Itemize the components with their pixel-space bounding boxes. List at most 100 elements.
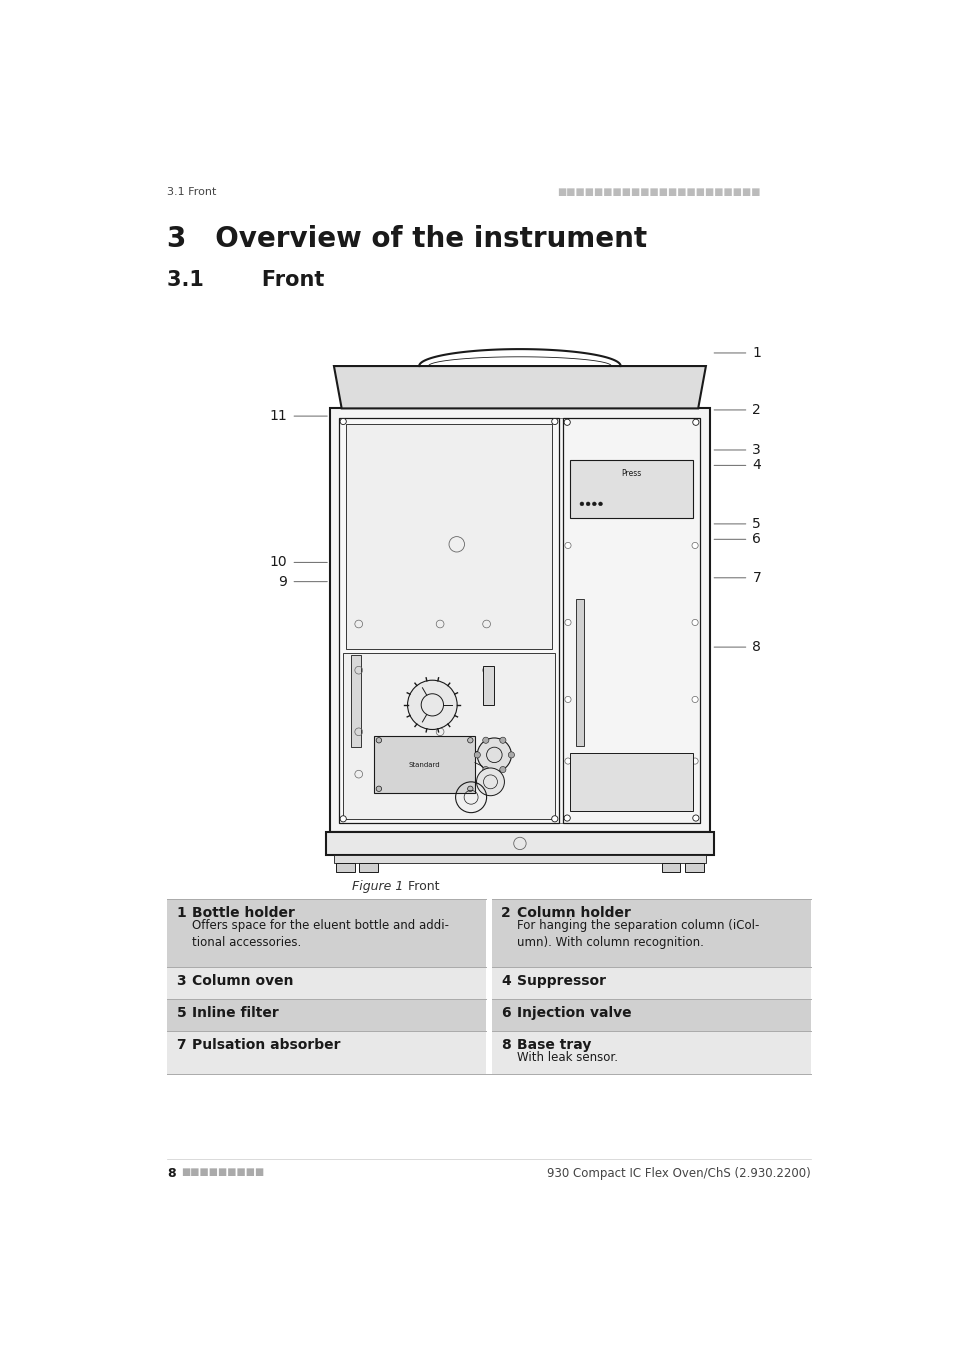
FancyBboxPatch shape xyxy=(326,832,713,855)
Text: 5: 5 xyxy=(176,1006,186,1019)
Circle shape xyxy=(407,680,456,729)
Circle shape xyxy=(691,543,698,548)
Circle shape xyxy=(564,620,571,625)
Text: Column oven: Column oven xyxy=(192,973,294,988)
FancyBboxPatch shape xyxy=(330,409,709,832)
FancyBboxPatch shape xyxy=(167,999,485,1031)
Circle shape xyxy=(691,757,698,764)
Circle shape xyxy=(499,767,505,772)
FancyBboxPatch shape xyxy=(343,653,555,819)
Text: ■■■■■■■■■■■■■■■■■■■■■■: ■■■■■■■■■■■■■■■■■■■■■■ xyxy=(557,186,760,197)
Circle shape xyxy=(551,815,558,822)
Text: 3: 3 xyxy=(176,973,186,988)
Circle shape xyxy=(499,737,505,744)
FancyBboxPatch shape xyxy=(334,855,705,863)
Text: 2: 2 xyxy=(752,402,760,417)
Text: 8: 8 xyxy=(752,640,760,655)
Text: 3.1 Front: 3.1 Front xyxy=(167,186,216,197)
FancyBboxPatch shape xyxy=(359,863,377,872)
FancyBboxPatch shape xyxy=(492,999,810,1031)
Circle shape xyxy=(564,757,571,764)
Text: 11: 11 xyxy=(270,409,287,423)
Text: Pulsation absorber: Pulsation absorber xyxy=(192,1038,340,1052)
Text: For hanging the separation column (iCol-
umn). With column recognition.: For hanging the separation column (iCol-… xyxy=(517,919,759,949)
FancyBboxPatch shape xyxy=(684,863,703,872)
Text: 930 Compact IC Flex Oven/ChS (2.930.2200): 930 Compact IC Flex Oven/ChS (2.930.2200… xyxy=(546,1166,810,1180)
FancyBboxPatch shape xyxy=(492,1031,810,1073)
Circle shape xyxy=(476,768,504,795)
FancyBboxPatch shape xyxy=(335,863,355,872)
FancyBboxPatch shape xyxy=(339,417,558,822)
Circle shape xyxy=(476,738,511,772)
Text: Figure 1: Figure 1 xyxy=(352,880,403,892)
Circle shape xyxy=(508,752,514,757)
Text: Standard: Standard xyxy=(408,761,440,768)
Text: Injection valve: Injection valve xyxy=(517,1006,631,1019)
Text: Column holder: Column holder xyxy=(517,906,630,919)
Text: 6: 6 xyxy=(752,532,760,547)
Text: 2: 2 xyxy=(500,906,511,919)
Text: 5: 5 xyxy=(752,517,760,531)
Text: Front: Front xyxy=(392,880,439,892)
Circle shape xyxy=(692,420,699,425)
Circle shape xyxy=(579,502,583,506)
Circle shape xyxy=(375,786,381,791)
FancyBboxPatch shape xyxy=(482,667,494,705)
Circle shape xyxy=(340,815,346,822)
Text: 10: 10 xyxy=(270,555,287,570)
Text: 8: 8 xyxy=(500,1038,511,1052)
Text: Suppressor: Suppressor xyxy=(517,973,605,988)
Text: 8: 8 xyxy=(167,1166,175,1180)
Circle shape xyxy=(564,697,571,702)
Text: Inline filter: Inline filter xyxy=(192,1006,278,1019)
Circle shape xyxy=(564,543,571,548)
Circle shape xyxy=(692,815,699,821)
FancyBboxPatch shape xyxy=(576,599,583,745)
Text: Base tray: Base tray xyxy=(517,1038,591,1052)
FancyBboxPatch shape xyxy=(167,899,485,967)
Text: ■■■■■■■■■: ■■■■■■■■■ xyxy=(181,1166,264,1177)
Circle shape xyxy=(563,420,570,425)
Circle shape xyxy=(482,737,488,744)
Text: 3.1        Front: 3.1 Front xyxy=(167,270,324,290)
Circle shape xyxy=(598,502,602,506)
Circle shape xyxy=(551,418,558,424)
Text: 7: 7 xyxy=(176,1038,186,1052)
Circle shape xyxy=(467,786,473,791)
Text: Offers space for the eluent bottle and addi-
tional accessories.: Offers space for the eluent bottle and a… xyxy=(192,919,449,949)
FancyBboxPatch shape xyxy=(167,967,485,999)
Circle shape xyxy=(340,418,346,424)
FancyBboxPatch shape xyxy=(351,655,360,747)
Text: 1: 1 xyxy=(176,906,186,919)
Text: 1: 1 xyxy=(752,346,760,360)
Circle shape xyxy=(691,697,698,702)
Text: 4: 4 xyxy=(500,973,511,988)
Circle shape xyxy=(467,737,473,742)
Text: With leak sensor.: With leak sensor. xyxy=(517,1052,618,1064)
FancyBboxPatch shape xyxy=(167,1031,485,1073)
FancyBboxPatch shape xyxy=(570,753,692,811)
FancyBboxPatch shape xyxy=(492,967,810,999)
Text: 7: 7 xyxy=(752,571,760,585)
Polygon shape xyxy=(334,366,705,409)
FancyBboxPatch shape xyxy=(562,417,700,822)
Circle shape xyxy=(482,767,488,772)
Circle shape xyxy=(592,502,596,506)
FancyBboxPatch shape xyxy=(345,424,552,649)
Circle shape xyxy=(563,815,570,821)
Text: 4: 4 xyxy=(752,459,760,472)
FancyBboxPatch shape xyxy=(570,460,692,518)
Text: 6: 6 xyxy=(500,1006,511,1019)
Text: 3   Overview of the instrument: 3 Overview of the instrument xyxy=(167,225,647,254)
Text: Press: Press xyxy=(620,470,641,478)
Text: 3: 3 xyxy=(752,443,760,458)
FancyBboxPatch shape xyxy=(492,899,810,967)
Text: 9: 9 xyxy=(278,575,287,589)
Circle shape xyxy=(375,737,381,742)
FancyBboxPatch shape xyxy=(374,736,475,794)
Text: Bottle holder: Bottle holder xyxy=(192,906,294,919)
Circle shape xyxy=(691,620,698,625)
Circle shape xyxy=(474,752,480,757)
Circle shape xyxy=(585,502,590,506)
FancyBboxPatch shape xyxy=(661,863,679,872)
